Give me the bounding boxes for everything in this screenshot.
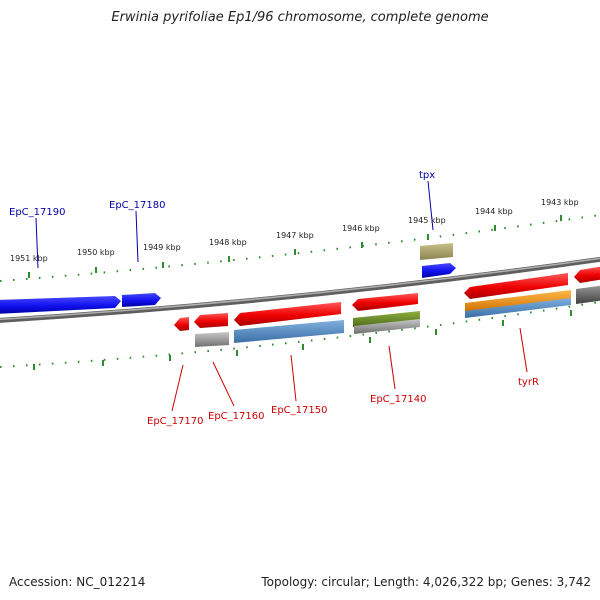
gene-label-epc-17140[interactable]: EpC_17140 bbox=[370, 394, 426, 405]
forward-ruler bbox=[0, 214, 600, 282]
gene-arrow-tpx-khaki[interactable] bbox=[420, 243, 453, 260]
gene-arrow-epc-17190[interactable] bbox=[0, 296, 121, 314]
reverse-ruler bbox=[0, 301, 600, 370]
gene-box-epc-17140-olive[interactable] bbox=[353, 311, 420, 327]
gene-label-epc-17190[interactable]: EpC_17190 bbox=[9, 207, 65, 218]
gene-label-tpx[interactable]: tpx bbox=[419, 170, 435, 181]
gene-arrow-epc-17140[interactable] bbox=[352, 293, 418, 311]
gene-arrow-epc-17150[interactable] bbox=[234, 302, 341, 326]
kbp-label: 1946 kbp bbox=[342, 224, 380, 233]
gene-label-tyrr[interactable]: tyrR bbox=[518, 377, 539, 388]
map-title: Erwinia pyrifoliae Ep1/96 chromosome, co… bbox=[111, 10, 489, 25]
gene-arrow-epc-17180[interactable] bbox=[122, 293, 161, 307]
kbp-label: 1944 kbp bbox=[475, 207, 513, 216]
kbp-label: 1951 kbp bbox=[10, 254, 48, 263]
gene-label-epc-17150[interactable]: EpC_17150 bbox=[271, 405, 327, 416]
chromosome-backbone bbox=[0, 256, 600, 323]
gene-arrow-tyrr[interactable] bbox=[464, 273, 568, 299]
kbp-label: 1950 kbp bbox=[77, 248, 115, 257]
kbp-label: 1947 kbp bbox=[276, 231, 314, 240]
gene-arrow-epc-17160[interactable] bbox=[194, 313, 228, 328]
gene-label-epc-17160[interactable]: EpC_17160 bbox=[208, 411, 264, 422]
gene-labels: EpC_17190 EpC_17180 tpx EpC_17170 EpC_17… bbox=[9, 170, 539, 427]
gene-label-epc-17180[interactable]: EpC_17180 bbox=[109, 200, 165, 211]
gene-arrow-partial-right[interactable] bbox=[574, 266, 600, 283]
gene-arrow-tpx[interactable] bbox=[422, 263, 456, 278]
gene-box-tyrr-blue[interactable] bbox=[465, 298, 571, 318]
kbp-label: 1949 kbp bbox=[143, 243, 181, 252]
accession-text: Accession: NC_012214 bbox=[9, 575, 146, 589]
gene-box-epc-17150[interactable] bbox=[234, 320, 344, 343]
gene-box-partial-right[interactable] bbox=[576, 285, 600, 304]
kbp-label: 1948 kbp bbox=[209, 238, 247, 247]
genome-summary-text: Topology: circular; Length: 4,026,322 bp… bbox=[261, 575, 591, 589]
forward-features bbox=[0, 243, 456, 314]
kbp-label: 1943 kbp bbox=[541, 198, 579, 207]
kbp-label: 1945 kbp bbox=[408, 216, 446, 225]
gene-box-epc-17160[interactable] bbox=[195, 332, 229, 347]
kbp-tick-labels: 1951 kbp 1950 kbp 1949 kbp 1948 kbp 1947… bbox=[10, 198, 579, 263]
reverse-features bbox=[174, 266, 600, 347]
gene-box-tyrr-orange[interactable] bbox=[465, 290, 571, 312]
label-leaders bbox=[35, 180, 528, 412]
gene-arrow-epc-17170[interactable] bbox=[174, 317, 189, 331]
gene-label-epc-17170[interactable]: EpC_17170 bbox=[147, 416, 203, 427]
gene-box-epc-17140-gray[interactable] bbox=[354, 319, 420, 334]
